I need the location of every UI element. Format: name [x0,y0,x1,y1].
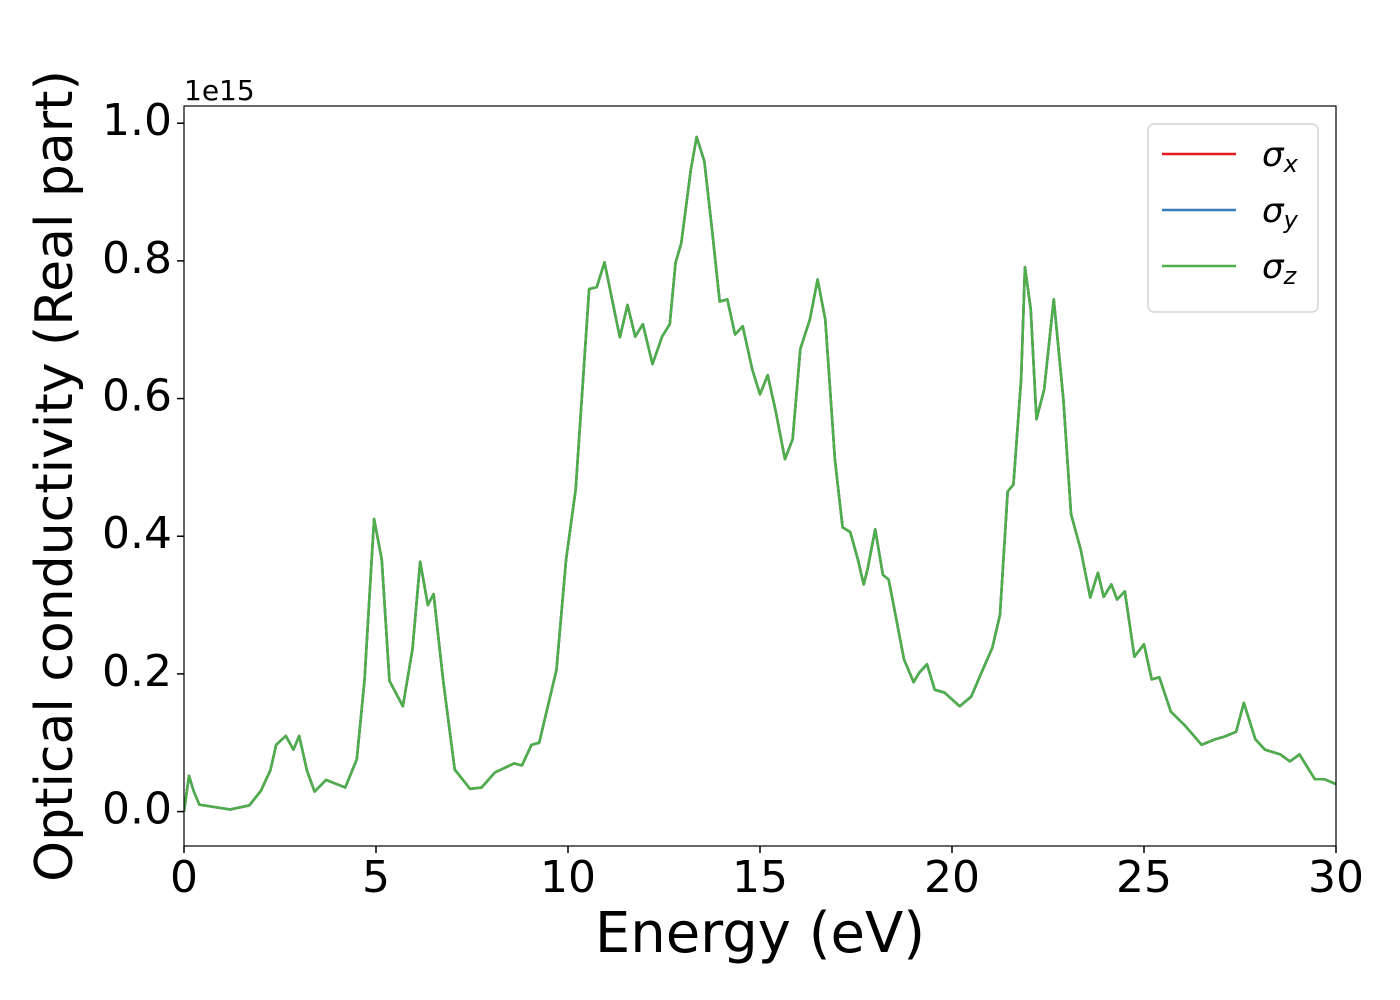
y-offset-label: 1e15 [184,74,255,107]
plot-frame [183,105,1337,847]
x-axis-label: Energy (eV) [595,901,925,966]
y-tick-label: 0.8 [102,233,172,284]
x-tick-label: 20 [924,852,980,903]
legend-label: σx [1262,135,1299,178]
x-tick-label: 25 [1116,852,1172,903]
y-tick-label: 1.0 [102,95,172,146]
x-tick-label: 0 [170,852,198,903]
x-tick-label: 15 [732,852,788,903]
legend-label: σz [1262,247,1298,290]
series-line [184,135,1336,812]
y-tick-label: 0.6 [102,371,172,422]
x-tick-label: 5 [362,852,390,903]
y-tick-label: 0.4 [102,508,172,559]
x-tick-label: 10 [540,852,596,903]
y-tick-label: 0.2 [102,646,172,697]
y-tick-label: 0.0 [102,784,172,835]
x-tick-label: 30 [1308,852,1364,903]
legend-label: σy [1262,191,1299,234]
y-axis-label: Optical conductivity (Real part) [25,70,85,882]
